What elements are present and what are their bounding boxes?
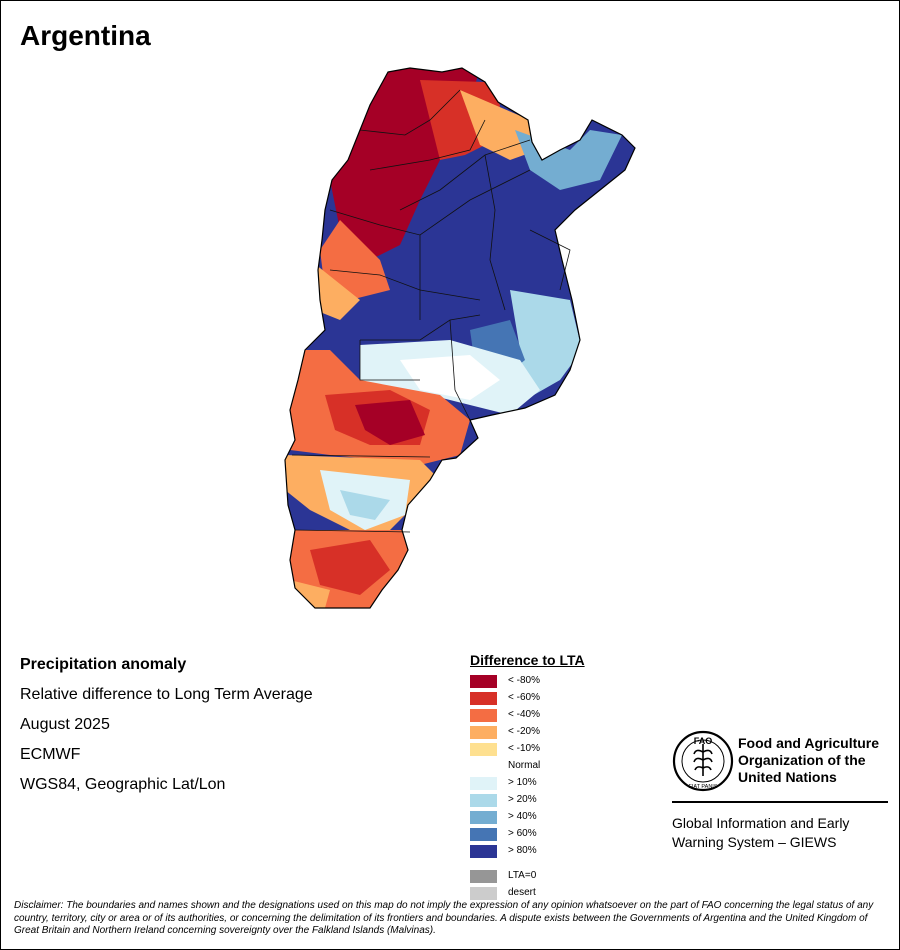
legend-item: desert bbox=[470, 886, 650, 903]
legend-label: desert bbox=[508, 887, 536, 898]
legend-label: < -40% bbox=[508, 709, 540, 720]
legend-swatch bbox=[470, 777, 497, 790]
legend-swatch bbox=[470, 709, 497, 722]
legend-label: < -10% bbox=[508, 743, 540, 754]
legend-item: > 80% bbox=[470, 844, 650, 861]
legend-item: < -80% bbox=[470, 674, 650, 691]
legend-label: Normal bbox=[508, 760, 541, 771]
legend-item: < -20% bbox=[470, 725, 650, 742]
legend-swatch bbox=[470, 794, 497, 807]
legend-item: < -60% bbox=[470, 691, 650, 708]
legend-swatch bbox=[470, 845, 497, 858]
legend-swatch bbox=[470, 692, 497, 705]
legend-label: LTA=0 bbox=[508, 870, 537, 881]
fao-motto: FIAT PANIS bbox=[688, 784, 717, 790]
legend-items: < -80% < -60% < -40% < -20% < -10% Normal > 10… bbox=[470, 674, 650, 861]
map-title: Argentina bbox=[20, 20, 151, 51]
legend-label: < -60% bbox=[508, 692, 540, 703]
province-boundaries bbox=[291, 89, 571, 533]
legend-item: < -10% bbox=[470, 742, 650, 759]
legend-extra-items: LTA=0 desert bbox=[470, 869, 650, 903]
legend-item: > 10% bbox=[470, 776, 650, 793]
legend-label: > 10% bbox=[508, 777, 537, 788]
legend: Difference to LTA < -80% < -60% < -40% < -2… bbox=[470, 652, 650, 903]
anomaly-raster bbox=[285, 68, 635, 608]
legend-swatch bbox=[470, 675, 497, 688]
fao-divider bbox=[672, 801, 888, 803]
legend-swatch bbox=[470, 760, 497, 773]
info-heading: Precipitation anomaly bbox=[20, 656, 187, 673]
legend-label: < -80% bbox=[508, 675, 540, 686]
legend-item: Normal bbox=[470, 759, 650, 776]
map-info-block: Precipitation anomaly Relative differenc… bbox=[20, 656, 313, 806]
legend-swatch bbox=[470, 726, 497, 739]
legend-swatch bbox=[470, 811, 497, 824]
legend-title: Difference to LTA bbox=[470, 652, 585, 668]
legend-label: > 80% bbox=[508, 845, 537, 856]
argentina-anomaly-map bbox=[284, 67, 636, 609]
giews-line1: Global Information and Early bbox=[672, 815, 850, 831]
legend-item: > 20% bbox=[470, 793, 650, 810]
info-period: August 2025 bbox=[20, 716, 110, 733]
giews-line2: Warning System – GIEWS bbox=[672, 834, 837, 850]
legend-label: > 60% bbox=[508, 828, 537, 839]
info-subtitle: Relative difference to Long Term Average bbox=[20, 686, 313, 703]
info-model: ECMWF bbox=[20, 746, 81, 763]
legend-swatch bbox=[470, 743, 497, 756]
legend-label: > 20% bbox=[508, 794, 537, 805]
fao-org-line3: United Nations bbox=[738, 769, 837, 785]
legend-swatch bbox=[470, 870, 497, 883]
fao-org-line1: Food and Agriculture bbox=[738, 735, 880, 751]
legend-item: LTA=0 bbox=[470, 869, 650, 886]
fao-emblem-icon: FAO FIAT PANIS bbox=[672, 730, 734, 792]
fao-emblem-text: FAO bbox=[694, 736, 713, 746]
legend-item: < -40% bbox=[470, 708, 650, 725]
fao-org-line2: Organization of the bbox=[738, 752, 866, 768]
legend-label: > 40% bbox=[508, 811, 537, 822]
legend-item: > 60% bbox=[470, 827, 650, 844]
fao-org-name: Food and Agriculture Organization of the… bbox=[738, 735, 898, 786]
legend-swatch bbox=[470, 887, 497, 900]
legend-label: < -20% bbox=[508, 726, 540, 737]
info-projection: WGS84, Geographic Lat/Lon bbox=[20, 776, 226, 793]
disclaimer: Disclaimer: The boundaries and names sho… bbox=[14, 900, 874, 936]
legend-swatch bbox=[470, 828, 497, 841]
legend-item: > 40% bbox=[470, 810, 650, 827]
country-outline bbox=[284, 67, 636, 609]
giews-name: Global Information and Early Warning Sys… bbox=[672, 814, 890, 852]
